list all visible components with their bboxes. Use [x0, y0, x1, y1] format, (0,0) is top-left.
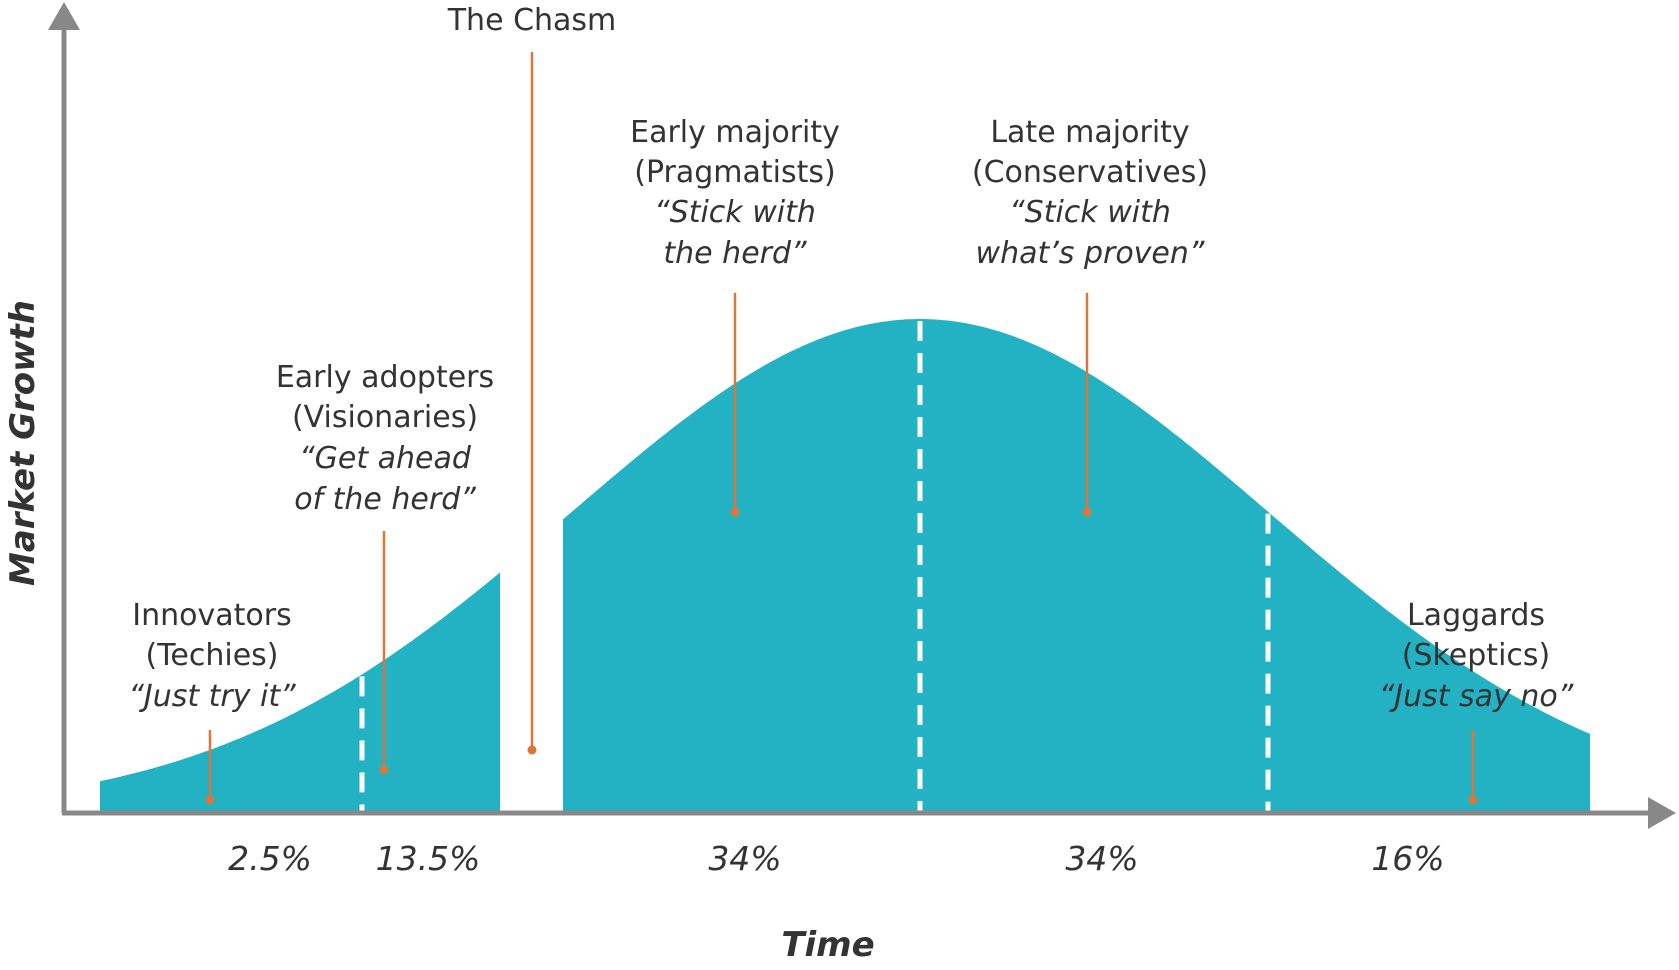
segment-name: Innovators — [132, 598, 291, 633]
y-axis-arrow-icon — [48, 2, 80, 30]
segment-alias: (Skeptics) — [1402, 638, 1550, 673]
segment-quote-line-1: “Stick with — [654, 195, 816, 230]
leader-lines — [205, 52, 1478, 805]
y-axis-title: Market Growth — [3, 300, 43, 586]
leader-chasm-dot — [527, 745, 537, 755]
segment-innovators-label: Innovators (Techies) “Just try it” — [128, 598, 296, 714]
segment-early-majority-label: Early majority (Pragmatists) “Stick with… — [630, 115, 840, 271]
share-laggards: 16% — [1371, 839, 1444, 878]
leader-early-adopters-dot — [379, 765, 389, 775]
segment-quote-line-1: “Stick with — [1009, 195, 1171, 230]
segment-name: Early majority — [630, 115, 840, 150]
curve-left-area — [100, 572, 500, 813]
segment-alias: (Visionaries) — [292, 400, 478, 435]
chasm-label: The Chasm — [447, 3, 617, 38]
share-late-majority: 34% — [1065, 839, 1138, 878]
segment-quote-line-2: the herd” — [663, 236, 807, 271]
segment-quote: “Just try it” — [128, 679, 296, 714]
share-early-adopters: 13.5% — [376, 839, 481, 878]
segment-quote-line-2: what’s proven” — [976, 236, 1205, 271]
segment-late-majority-label: Late majority (Conservatives) “Stick wit… — [972, 115, 1208, 271]
x-axis-title: Time — [781, 925, 874, 965]
leader-early-majority-dot — [730, 507, 740, 517]
x-axis-arrow-icon — [1648, 797, 1676, 829]
share-early-majority: 34% — [708, 839, 781, 878]
segment-quote-line-1: “Get ahead — [299, 441, 472, 476]
leader-innovators-dot — [205, 795, 215, 805]
segment-early-adopters-label: Early adopters (Visionaries) “Get ahead … — [276, 360, 494, 517]
segment-name: Late majority — [990, 115, 1189, 150]
leader-laggards-dot — [1468, 795, 1478, 805]
share-innovators: 2.5% — [228, 839, 312, 878]
segment-name: Early adopters — [276, 360, 494, 395]
segment-quote: “Just say no” — [1379, 679, 1574, 714]
leader-late-majority-dot — [1082, 507, 1092, 517]
curve-right-area — [563, 319, 1590, 813]
segment-alias: (Pragmatists) — [634, 155, 835, 190]
segment-alias: (Conservatives) — [972, 155, 1208, 190]
segment-quote-line-2: of the herd” — [294, 482, 476, 517]
segment-laggards-label: Laggards (Skeptics) “Just say no” — [1379, 598, 1574, 714]
segment-alias: (Techies) — [145, 638, 278, 673]
segment-name: Laggards — [1407, 598, 1545, 633]
